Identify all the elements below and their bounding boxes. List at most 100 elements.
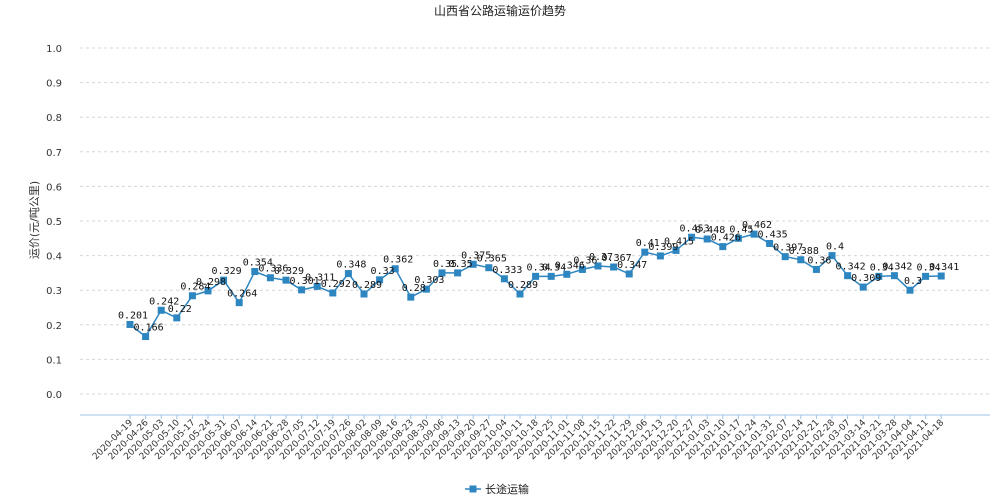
data-point[interactable] (641, 248, 649, 256)
data-point[interactable] (485, 264, 493, 272)
y-tick-label: 0.1 (46, 355, 62, 366)
data-label: 0.448 (695, 225, 725, 236)
data-label: 0.289 (508, 280, 538, 291)
y-tick-label: 1.0 (46, 44, 62, 55)
data-point[interactable] (376, 276, 384, 284)
data-label: 0.329 (212, 266, 242, 277)
data-point[interactable] (282, 276, 290, 284)
data-point[interactable] (173, 314, 181, 322)
data-point[interactable] (235, 299, 243, 307)
data-label: 0.264 (227, 289, 257, 300)
data-label: 0.22 (168, 304, 192, 315)
data-point[interactable] (422, 285, 430, 293)
data-point[interactable] (672, 246, 680, 254)
data-label: 0.347 (617, 260, 647, 271)
data-point[interactable] (329, 289, 337, 297)
data-label: 0.34 (917, 262, 941, 273)
data-point[interactable] (937, 272, 945, 280)
data-point[interactable] (344, 270, 352, 278)
data-point[interactable] (407, 293, 415, 301)
data-point[interactable] (298, 286, 306, 294)
data-label: 0.284 (180, 282, 210, 293)
data-label: 0.415 (664, 236, 694, 247)
data-point[interactable] (157, 306, 165, 314)
data-point[interactable] (266, 274, 274, 282)
y-tick-label: 0.6 (46, 182, 62, 193)
data-point[interactable] (890, 272, 898, 280)
data-point[interactable] (859, 283, 867, 291)
data-label: 0.435 (758, 229, 788, 240)
data-label: 0.388 (789, 246, 819, 257)
data-label: 0.453 (680, 223, 710, 234)
data-point[interactable] (625, 270, 633, 278)
data-point[interactable] (563, 270, 571, 278)
data-point[interactable] (516, 290, 524, 298)
data-label: 0.45 (729, 224, 753, 235)
data-point[interactable] (688, 233, 696, 241)
y-tick-label: 0.3 (46, 286, 62, 297)
data-point[interactable] (532, 272, 540, 280)
data-label: 0.166 (134, 323, 164, 334)
data-label: 0.329 (274, 266, 304, 277)
y-tick-label: 0.2 (46, 321, 62, 332)
data-label: 0.33 (371, 266, 395, 277)
y-axis-label: 运价(元/吨公里) (28, 181, 41, 259)
data-point[interactable] (656, 252, 664, 260)
data-point[interactable] (750, 230, 758, 238)
data-point[interactable] (594, 262, 602, 270)
series-markers (126, 230, 945, 341)
data-point[interactable] (454, 269, 462, 277)
data-point[interactable] (610, 263, 618, 271)
data-point[interactable] (251, 268, 259, 276)
data-point[interactable] (313, 282, 321, 290)
y-tick-label: 0.5 (46, 217, 62, 228)
data-point[interactable] (578, 265, 586, 273)
data-label: 0.3 (904, 276, 922, 287)
data-point[interactable] (126, 320, 134, 328)
data-point[interactable] (500, 275, 508, 283)
data-point[interactable] (360, 290, 368, 298)
data-label: 0.348 (336, 260, 366, 271)
data-point[interactable] (204, 287, 212, 295)
data-label: 0.375 (461, 250, 491, 261)
data-point[interactable] (875, 272, 883, 280)
data-label: 0.201 (118, 310, 148, 321)
data-label: 0.311 (305, 272, 335, 283)
data-point[interactable] (703, 235, 711, 243)
data-point[interactable] (828, 252, 836, 260)
y-tick-label: 0.8 (46, 113, 62, 124)
data-point[interactable] (220, 276, 228, 284)
data-label: 0.35 (449, 259, 473, 270)
data-point[interactable] (844, 272, 852, 280)
data-label: 0.36 (807, 255, 831, 266)
data-point[interactable] (188, 292, 196, 300)
data-label: 0.298 (196, 277, 226, 288)
data-point[interactable] (734, 234, 742, 242)
data-point[interactable] (781, 253, 789, 261)
data-point[interactable] (797, 256, 805, 264)
data-point[interactable] (922, 272, 930, 280)
data-point[interactable] (547, 272, 555, 280)
data-label: 0.399 (648, 242, 678, 253)
data-point[interactable] (719, 243, 727, 251)
y-tick-label: 0.7 (46, 148, 62, 159)
data-label: 0.34 (527, 262, 551, 273)
data-label: 0.242 (149, 296, 179, 307)
data-point[interactable] (906, 286, 914, 294)
data-label: 0.336 (258, 264, 288, 275)
data-label: 0.34 (870, 262, 894, 273)
data-point[interactable] (438, 269, 446, 277)
legend[interactable]: 长途运输 (465, 482, 529, 496)
data-point[interactable] (469, 260, 477, 268)
data-label: 0.41 (636, 238, 660, 249)
data-label: 0.333 (492, 265, 522, 276)
data-label: 0.309 (851, 273, 881, 284)
data-point[interactable] (766, 239, 774, 247)
data-point[interactable] (812, 265, 820, 273)
y-gridlines (80, 47, 990, 395)
data-label: 0.362 (383, 255, 413, 266)
chart-title: 山西省公路运输运价趋势 (434, 3, 566, 18)
data-point[interactable] (391, 265, 399, 273)
data-point[interactable] (142, 333, 150, 341)
